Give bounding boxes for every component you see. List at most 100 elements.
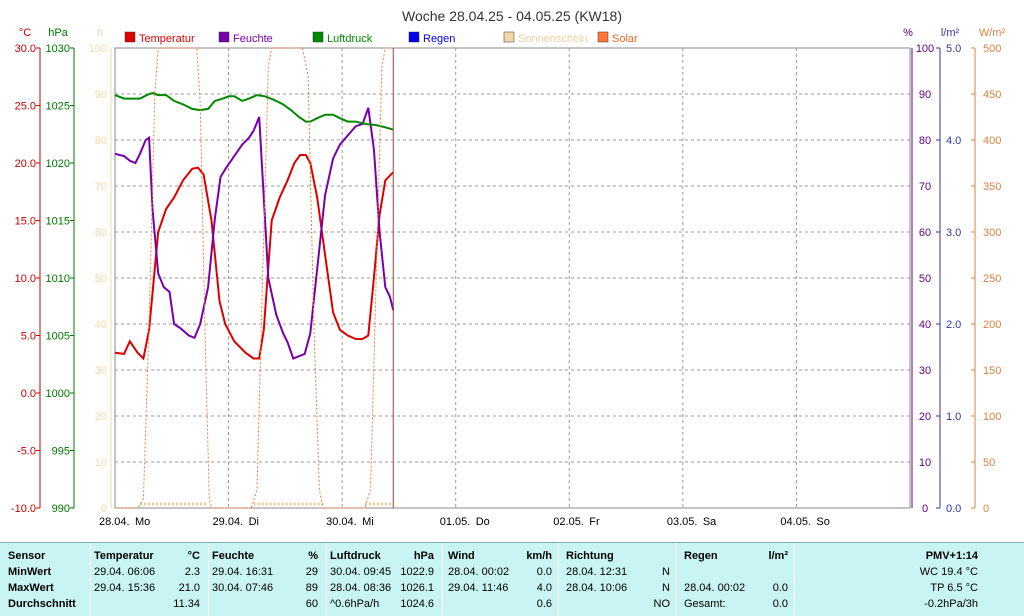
- x-date-label: 03.05.: [667, 516, 698, 528]
- stats-col-luftdruck: Luftdruck hPa 30.04. 09:45 1022.9 28.04.…: [326, 543, 443, 616]
- series-temperatur: [114, 154, 395, 361]
- legend-swatch: [597, 31, 609, 43]
- humidity-tick-label: 80: [919, 135, 931, 147]
- legend-label: Feuchte: [233, 33, 273, 45]
- regen-unit: l/m²: [768, 550, 788, 562]
- feuchte-min-val: 29: [305, 566, 318, 578]
- pressure-tick-label: 1020: [46, 158, 70, 170]
- legend-label: Sonnenschein: [518, 33, 588, 45]
- feuchte-min-time: 29.04. 16:31: [212, 566, 274, 578]
- temp-tick-label: 10.0: [15, 273, 36, 285]
- legend-label: Temperatur: [139, 33, 195, 45]
- luftdruck-unit: hPa: [413, 550, 434, 562]
- wind-max-time: 29.04. 11:46: [448, 582, 509, 594]
- label-maxwert: MaxWert: [8, 582, 54, 594]
- x-day-label: Di: [249, 516, 259, 528]
- rain-tick-label: 0.0: [946, 503, 961, 515]
- pressure-tick-label: 1010: [46, 273, 70, 285]
- wind-avg: 0.6: [536, 598, 552, 610]
- humidity-tick-label: 30: [919, 365, 931, 377]
- stats-col-wind: Wind km/h 28.04. 00:02 0.0 29.04. 11:46 …: [442, 543, 559, 616]
- solar-tick-label: 500: [983, 43, 1001, 55]
- chart-title: Woche 28.04.25 - 04.05.25 (KW18): [402, 8, 622, 24]
- regen-avg-label: Gesamt:: [684, 598, 726, 610]
- luftdruck-header: Luftdruck: [330, 550, 381, 562]
- rain-tick-label: 2.0: [946, 319, 961, 331]
- temperatur-max-val: 21.0: [178, 582, 200, 594]
- weather-chart: Woche 28.04.25 - 04.05.25 (KW18) 30.0 25.0…: [10, 8, 1006, 528]
- stats-col-feuchte: Feuchte % 29.04. 16:31 29 30.04. 07:46 8…: [208, 543, 327, 616]
- x-date-label: 29.04.: [213, 516, 244, 528]
- pressure-tick-label: 1015: [46, 216, 70, 228]
- x-day-label: So: [816, 516, 829, 528]
- legend-swatch: [503, 31, 515, 43]
- solar-tick-label: 350: [983, 181, 1001, 193]
- temp-tick-label: -10.0: [11, 503, 36, 515]
- humidity-tick-label: 90: [919, 89, 931, 101]
- luftdruck-max-val: 1026.1: [400, 582, 434, 594]
- pressure-unit-label: hPa: [48, 27, 68, 39]
- feuchte-max-val: 89: [305, 582, 318, 594]
- legend-label: Luftdruck: [327, 33, 373, 45]
- temperatur-header: Temperatur: [94, 550, 154, 562]
- sunshine-tick-label: 30: [95, 365, 107, 377]
- richtung-max-time: 28.04. 10:06: [566, 582, 628, 594]
- sunshine-tick-label: 70: [95, 181, 107, 193]
- sunshine-tick-label: 100: [89, 43, 107, 55]
- x-day-label: Mi: [362, 516, 374, 528]
- tp-value: TP 6.5 °C: [930, 582, 978, 594]
- legend-swatch: [124, 31, 136, 43]
- humidity-tick-label: 0: [922, 503, 928, 515]
- sunshine-tick-label: 10: [95, 457, 107, 469]
- feuchte-unit: %: [308, 550, 318, 562]
- solar-tick-label: 200: [983, 319, 1001, 331]
- humidity-tick-label: 50: [919, 273, 931, 285]
- sunshine-tick-label: 40: [95, 319, 107, 331]
- series-solar: [115, 47, 394, 509]
- pmv-label: PMV+1:14: [925, 550, 978, 562]
- regen-max-val: 0.0: [772, 582, 788, 594]
- pressure-tick-label: 1025: [46, 101, 70, 113]
- legend-swatch: [312, 31, 324, 43]
- richtung-max-val: N: [662, 582, 670, 594]
- luftdruck-avg: 1024.6: [400, 598, 434, 610]
- legend-swatch: [218, 31, 230, 43]
- temp-tick-label: 25.0: [15, 101, 36, 113]
- sunshine-tick-label: 20: [95, 411, 107, 423]
- temp-tick-label: 5.0: [21, 331, 36, 343]
- pressure-tick-label: 990: [52, 503, 70, 515]
- temperatur-max-time: 29.04. 15:36: [94, 582, 156, 594]
- stats-col-labels: Sensor MinWert MaxWert Durchschnitt: [0, 543, 91, 616]
- humidity-tick-label: 40: [919, 319, 931, 331]
- x-day-label: Do: [476, 516, 490, 528]
- rain-tick-label: 1.0: [946, 411, 961, 423]
- luftdruck-max-time: 28.04. 08:36: [330, 582, 392, 594]
- humidity-tick-label: 70: [919, 181, 931, 193]
- solar-tick-label: 0: [983, 503, 989, 515]
- x-date-label: 30.04.: [326, 516, 357, 528]
- wind-min-time: 28.04. 00:02: [448, 566, 510, 578]
- regen-header: Regen: [684, 550, 718, 562]
- feuchte-avg: 60: [305, 598, 318, 610]
- temp-tick-label: -5.0: [17, 446, 36, 458]
- x-day-label: Fr: [589, 516, 600, 528]
- series-feuchte: [114, 107, 395, 360]
- pressure-tick-label: 995: [52, 446, 70, 458]
- solar-tick-label: 400: [983, 135, 1001, 147]
- temp-tick-label: 20.0: [15, 158, 36, 170]
- feuchte-max-time: 30.04. 07:46: [212, 582, 274, 594]
- wind-min-val: 0.0: [536, 566, 552, 578]
- stats-col-temperatur: Temperatur °C 29.04. 06:06 2.3 29.04. 15…: [90, 543, 209, 616]
- solar-tick-label: 150: [983, 365, 1001, 377]
- richtung-avg: NO: [653, 598, 671, 610]
- humidity-tick-label: 20: [919, 411, 931, 423]
- x-date-label: 02.05.: [553, 516, 584, 528]
- luftdruck-min-time: 30.04. 09:45: [330, 566, 392, 578]
- stats-col-richtung: Richtung 28.04. 12:31 N 28.04. 10:06 N N…: [558, 543, 677, 616]
- solar-tick-label: 250: [983, 273, 1001, 285]
- x-date-label: 01.05.: [440, 516, 471, 528]
- solar-tick-label: 300: [983, 227, 1001, 239]
- sunshine-tick-label: 60: [95, 227, 107, 239]
- sunshine-tick-label: 80: [95, 135, 107, 147]
- temp-unit-label: °C: [19, 27, 31, 39]
